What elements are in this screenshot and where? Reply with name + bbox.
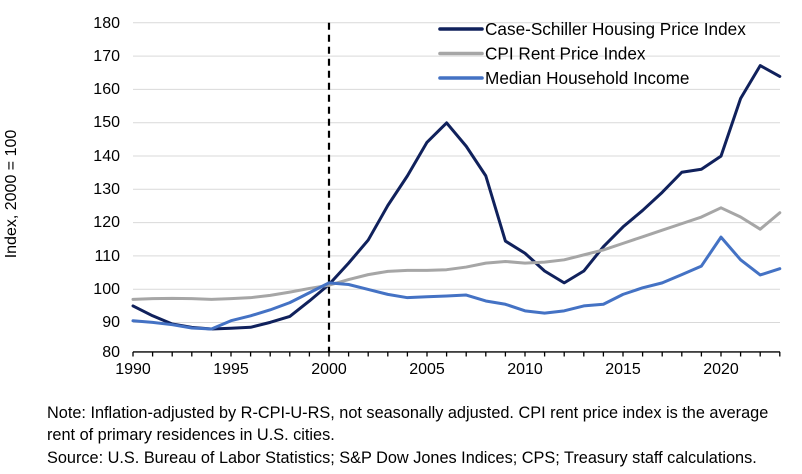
svg-text:CPI Rent Price Index: CPI Rent Price Index [485,44,646,64]
svg-text:160: 160 [93,81,120,98]
svg-text:130: 130 [93,181,120,198]
svg-text:Case-Schiller Housing Price In: Case-Schiller Housing Price Index [485,19,746,39]
svg-text:2010: 2010 [507,361,543,378]
svg-text:Median Household Income: Median Household Income [485,68,689,88]
svg-text:120: 120 [93,214,120,231]
svg-text:140: 140 [93,148,120,165]
svg-text:2020: 2020 [703,361,739,378]
svg-text:2005: 2005 [409,361,445,378]
svg-text:1995: 1995 [213,361,249,378]
svg-text:110: 110 [94,248,120,265]
svg-text:2000: 2000 [311,361,347,378]
svg-text:100: 100 [93,281,120,298]
svg-text:150: 150 [93,114,120,131]
svg-text:80: 80 [102,344,120,361]
svg-text:90: 90 [102,314,120,331]
svg-text:Index, 2000 = 100: Index, 2000 = 100 [3,130,20,259]
svg-text:2015: 2015 [605,361,641,378]
svg-text:180: 180 [93,15,120,32]
svg-text:170: 170 [93,48,120,65]
svg-text:1990: 1990 [115,361,151,378]
